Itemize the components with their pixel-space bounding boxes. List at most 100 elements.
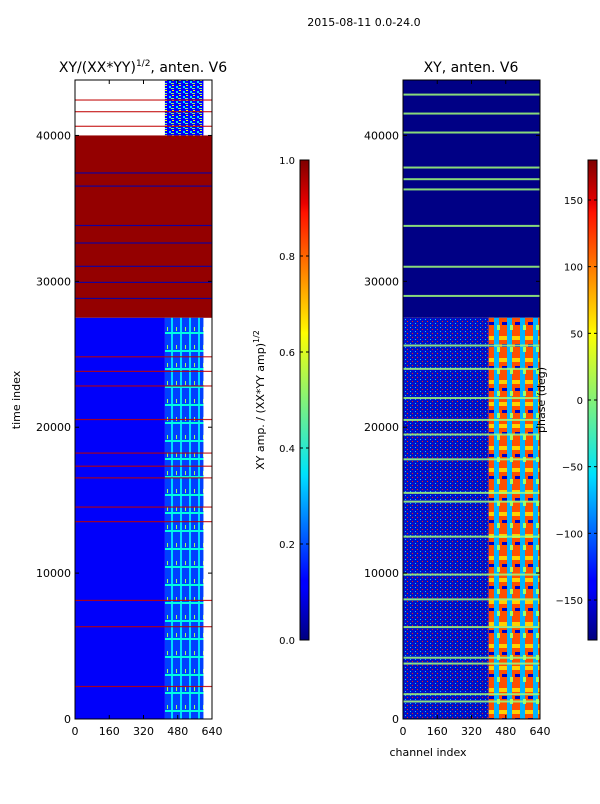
- amp-x-tick-label: 320: [133, 725, 154, 738]
- phase-streak-24: [403, 93, 540, 96]
- phase-x-label: channel index: [389, 746, 467, 759]
- amp-streak-8: [75, 418, 212, 421]
- phase-streak-4: [403, 626, 540, 629]
- amp-streak-3: [75, 521, 212, 523]
- phase-streak-16: [403, 294, 540, 297]
- amp-cb-tick-label: 0.0: [279, 636, 295, 647]
- amp-y-tick-label: 30000: [36, 275, 71, 288]
- amp-streak-12: [75, 297, 212, 300]
- amp-cb-tick-label: 0.2: [279, 540, 295, 551]
- phase-cb-tick-label: −100: [556, 529, 583, 540]
- phase-streak-5: [403, 598, 540, 601]
- phase-y-tick-label: 10000: [364, 567, 399, 580]
- phase-x-tick-label: 320: [461, 725, 482, 738]
- amp-streak-1: [75, 626, 212, 628]
- amp-colorbar-ticks: 0.0 0.2 0.4 0.6 0.8 1.0: [279, 156, 309, 647]
- amp-streak-20: [75, 111, 212, 113]
- amp-x-tick-label: 480: [167, 725, 188, 738]
- amp-y-tick-label: 20000: [36, 421, 71, 434]
- amp-y-tick-label: 10000: [36, 567, 71, 580]
- amp-y-label: time index: [10, 370, 23, 429]
- amp-streak-17: [75, 185, 212, 187]
- phase-streak-1: [403, 693, 540, 696]
- phase-x-axis: 0 160 320 480 640: [400, 80, 551, 738]
- phase-y-axis: 0 10000 20000 30000 40000: [364, 129, 540, 726]
- phase-streak-20: [403, 178, 540, 181]
- amp-streak-9: [75, 385, 212, 387]
- amp-x-tick-label: 160: [99, 725, 120, 738]
- phase-x-tick-label: 0: [400, 725, 407, 738]
- phase-colorbar-ticks: −150 −100 −50 0 50 100 150: [556, 196, 597, 607]
- amp-region-0: [75, 135, 212, 318]
- phase-cb-tick-label: 150: [564, 196, 583, 207]
- amp-y-tick-label: 0: [64, 713, 71, 726]
- phase-streak-18: [403, 224, 540, 227]
- phase-colorbar-label: phase (deg): [535, 367, 548, 433]
- amp-streak-18: [75, 172, 212, 174]
- amp-streak-6: [75, 465, 212, 467]
- amp-streak-5: [75, 477, 212, 479]
- phase-title: XY, anten. V6: [424, 60, 519, 76]
- phase-streak-7: [403, 535, 540, 538]
- amp-title: XY/(XX*YY)1/2, anten. V6: [59, 59, 227, 76]
- phase-streak-11: [403, 433, 540, 436]
- amp-cb-tick-label: 1.0: [279, 156, 295, 167]
- amp-streak-15: [75, 242, 212, 244]
- phase-streak-10: [403, 458, 540, 461]
- amp-colorbar: 0.0 0.2 0.4 0.6 0.8 1.0 XY amp. / (XX*YY amp)…: [252, 156, 310, 647]
- phase-y-tick-label: 0: [392, 713, 399, 726]
- phase-streak-8: [403, 500, 540, 503]
- amp-x-tick-label: 0: [72, 725, 79, 738]
- phase-region-1: [488, 317, 540, 719]
- amp-streak-7: [75, 452, 212, 454]
- phase-cb-tick-label: −50: [562, 463, 583, 474]
- phase-streak-15: [403, 344, 540, 347]
- phase-streak-22: [403, 131, 540, 134]
- amp-streak-14: [75, 265, 212, 267]
- amp-cb-tick-label: 0.6: [279, 348, 295, 359]
- amp-streak-13: [75, 281, 212, 283]
- phase-streak-13: [403, 397, 540, 400]
- amp-streak-19: [75, 125, 212, 127]
- figure-title: 2015-08-11 0.0-24.0: [307, 16, 420, 29]
- phase-streak-17: [403, 265, 540, 268]
- phase-heatmap: [403, 80, 540, 719]
- amp-streak-16: [75, 224, 212, 227]
- phase-streak-21: [403, 166, 540, 169]
- amp-streak-21: [75, 99, 212, 101]
- amp-streak-4: [75, 506, 212, 508]
- phase-y-tick-label: 40000: [364, 129, 399, 142]
- phase-panel: XY, anten. V6 0 160 320 480 640 0 10000 20000 3…: [364, 60, 598, 759]
- phase-cb-tick-label: 50: [570, 329, 583, 340]
- phase-streak-0: [403, 700, 540, 703]
- amp-streak-2: [75, 599, 212, 602]
- amp-region-1: [164, 80, 204, 136]
- amp-cb-tick-label: 0.8: [279, 252, 295, 263]
- amp-y-axis: 0 10000 20000 30000 40000: [36, 129, 212, 726]
- phase-x-tick-label: 640: [530, 725, 551, 738]
- phase-x-tick-label: 160: [427, 725, 448, 738]
- amp-cb-tick-label: 0.4: [279, 444, 295, 455]
- phase-streak-2: [403, 662, 540, 665]
- phase-cb-tick-label: −150: [556, 596, 583, 607]
- phase-y-tick-label: 30000: [364, 275, 399, 288]
- phase-streak-3: [403, 656, 540, 659]
- amp-region-3: [75, 317, 165, 719]
- amp-streak-11: [75, 356, 212, 358]
- amp-colorbar-scale: [299, 159, 310, 641]
- phase-y-tick-label: 20000: [364, 421, 399, 434]
- amp-streak-10: [75, 370, 212, 372]
- phase-streak-23: [403, 112, 540, 115]
- phase-region-0: [403, 80, 540, 318]
- phase-cb-tick-label: 100: [564, 263, 583, 274]
- phase-x-tick-label: 480: [495, 725, 516, 738]
- amp-colorbar-label: XY amp. / (XX*YY amp)1/2: [252, 330, 267, 470]
- amp-x-tick-label: 640: [202, 725, 223, 738]
- amp-region-2: [164, 317, 204, 719]
- amp-streak-0: [75, 685, 212, 688]
- phase-region-2: [403, 317, 489, 719]
- phase-streak-14: [403, 367, 540, 370]
- amp-heatmap: [75, 80, 212, 719]
- phase-colorbar: −150 −100 −50 0 50 100 150 phase (deg): [535, 159, 598, 641]
